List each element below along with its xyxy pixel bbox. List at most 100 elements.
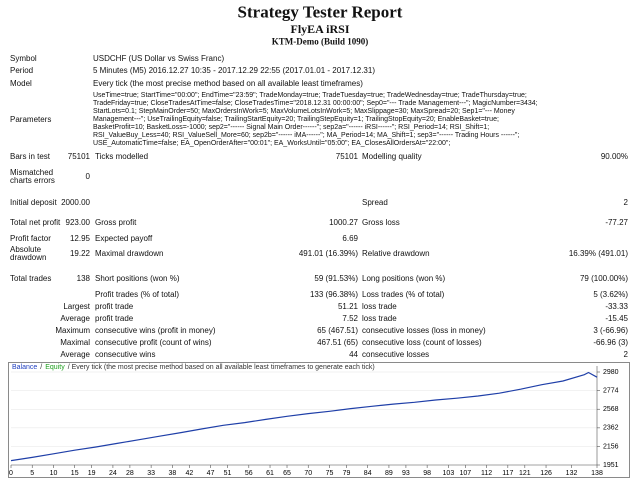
- x-tick-label: 24: [109, 470, 117, 477]
- row-value: 5 (3.62%): [593, 290, 628, 299]
- row-value: 7.52: [342, 314, 358, 323]
- parameter-line: USE_AutomaticTime=false; EA_OpenOrderAft…: [93, 140, 451, 147]
- row-label: Profit trades (% of total): [95, 290, 180, 299]
- x-tick-label: 121: [519, 470, 531, 477]
- row-value: 491.01 (16.39%): [298, 249, 358, 258]
- x-tick-label: 75: [326, 470, 334, 477]
- legend-item: /: [40, 364, 42, 371]
- row-value: 467.51 (65): [317, 338, 358, 347]
- x-tick-label: 126: [540, 470, 552, 477]
- x-tick-label: 56: [245, 470, 253, 477]
- y-tick-label: 2980: [603, 369, 619, 376]
- row-label: Expected payoff: [95, 234, 153, 243]
- row-value: 59 (91.53%): [314, 274, 358, 283]
- row-label: profit trade: [95, 314, 134, 323]
- expert-name: FlyEA iRSI: [290, 22, 350, 36]
- balance-chart: Balance / Equity / Every tick (the most pre…: [8, 362, 630, 478]
- row-label: Model: [10, 79, 32, 88]
- row-value: -66.96 (3): [593, 338, 628, 347]
- legend-item: Equity: [45, 364, 65, 371]
- row-label: Mismatched charts errors: [10, 168, 55, 185]
- report-title: Strategy Tester Report: [237, 2, 403, 22]
- legend-item: / Every tick (the most precise method ba…: [68, 364, 375, 371]
- row-label: Average: [60, 314, 90, 323]
- row-value: 133 (96.38%): [309, 290, 358, 299]
- x-tick-label: 117: [502, 470, 513, 477]
- x-tick-label: 10: [50, 470, 58, 477]
- x-tick-label: 5: [30, 470, 34, 477]
- x-tick-label: 132: [566, 470, 578, 477]
- x-tick-label: 70: [304, 470, 312, 477]
- row-label: consecutive wins: [95, 350, 156, 359]
- chart-legend: Balance / Equity / Every tick (the most pre…: [12, 364, 375, 371]
- x-tick-label: 19: [88, 470, 96, 477]
- x-tick-label: 28: [126, 470, 134, 477]
- row-label: consecutive loss (count of losses): [362, 338, 482, 347]
- row-label: loss trade: [362, 302, 397, 311]
- row-value: 75101: [335, 152, 358, 161]
- row-label: Total net profit: [10, 218, 61, 227]
- row-value: 90.00%: [600, 152, 628, 161]
- row-value: 3 (-66.96): [593, 326, 628, 335]
- x-tick-label: 0: [9, 470, 13, 477]
- x-tick-label: 107: [460, 470, 472, 477]
- x-tick-label: 15: [71, 470, 79, 477]
- row-label: Total trades: [10, 274, 52, 283]
- row-label: Maximum: [55, 326, 90, 335]
- row-value: 16.39% (491.01): [568, 249, 628, 258]
- row-value: -77.27: [605, 218, 628, 227]
- row-label: Gross profit: [95, 218, 137, 227]
- row-label: Short positions (won %): [95, 274, 180, 283]
- row-label: Maximal: [60, 338, 90, 347]
- row-label: Ticks modelled: [95, 152, 149, 161]
- row-value: -15.45: [605, 314, 628, 323]
- x-tick-label: 65: [283, 470, 291, 477]
- x-tick-label: 98: [423, 470, 431, 477]
- row-label: Initial deposit: [10, 198, 57, 207]
- legend-item: Balance: [12, 364, 37, 371]
- row-text: 5 Minutes (M5) 2016.12.27 10:35 - 2017.1…: [93, 66, 375, 75]
- row-value: 2000.00: [61, 198, 90, 207]
- row-value: 2: [623, 198, 628, 207]
- row-value: 75101: [67, 152, 90, 161]
- y-tick-label: 1951: [603, 462, 619, 469]
- row-label: Bars in test: [10, 152, 51, 161]
- row-label: Gross loss: [362, 218, 400, 227]
- row-value: 79 (100.00%): [579, 274, 628, 283]
- x-tick-label: 93: [402, 470, 410, 477]
- row-label: profit trade: [95, 302, 134, 311]
- row-label: Absolute drawdown: [10, 245, 47, 262]
- row-value: 12.95: [69, 234, 90, 243]
- x-tick-label: 47: [207, 470, 215, 477]
- row-label: consecutive wins (profit in money): [95, 326, 216, 335]
- row-label: Symbol: [10, 54, 37, 63]
- row-value: 51.21: [337, 302, 358, 311]
- x-tick-label: 51: [224, 470, 232, 477]
- x-tick-label: 103: [443, 470, 455, 477]
- chart-frame: [8, 362, 630, 478]
- row-label: consecutive losses: [362, 350, 430, 359]
- server-name: KTM-Demo (Build 1090): [271, 36, 369, 47]
- parameter-line: TradeFriday=true; CloseTradesAtTime=fals…: [93, 100, 538, 107]
- parameter-line: RSI_ValueBuy_Less=40; RSI_ValueSell_More…: [93, 132, 520, 139]
- row-label: Modelling quality: [362, 152, 422, 161]
- y-tick-label: 2362: [603, 425, 619, 432]
- row-label: Period: [10, 66, 34, 75]
- parameter-line: UseTime=true; StartTime="00:00"; EndTime…: [93, 92, 527, 99]
- row-value: 19.22: [69, 249, 90, 258]
- x-tick-label: 42: [185, 470, 193, 477]
- row-label: Largest: [63, 302, 90, 311]
- parameter-line: Management---"; UseTrailingEquity=false;…: [93, 116, 499, 123]
- row-label: Profit factor: [10, 234, 51, 243]
- x-tick-label: 33: [147, 470, 155, 477]
- row-label: Average: [60, 350, 90, 359]
- x-tick-label: 38: [168, 470, 176, 477]
- x-tick-label: 61: [266, 470, 274, 477]
- x-tick-label: 84: [364, 470, 372, 477]
- row-value: 6.69: [342, 234, 358, 243]
- balance-line: [10, 371, 598, 462]
- row-label: Long positions (won %): [362, 274, 446, 283]
- row-value: 1000.27: [329, 218, 358, 227]
- row-value: 65 (467.51): [317, 326, 358, 335]
